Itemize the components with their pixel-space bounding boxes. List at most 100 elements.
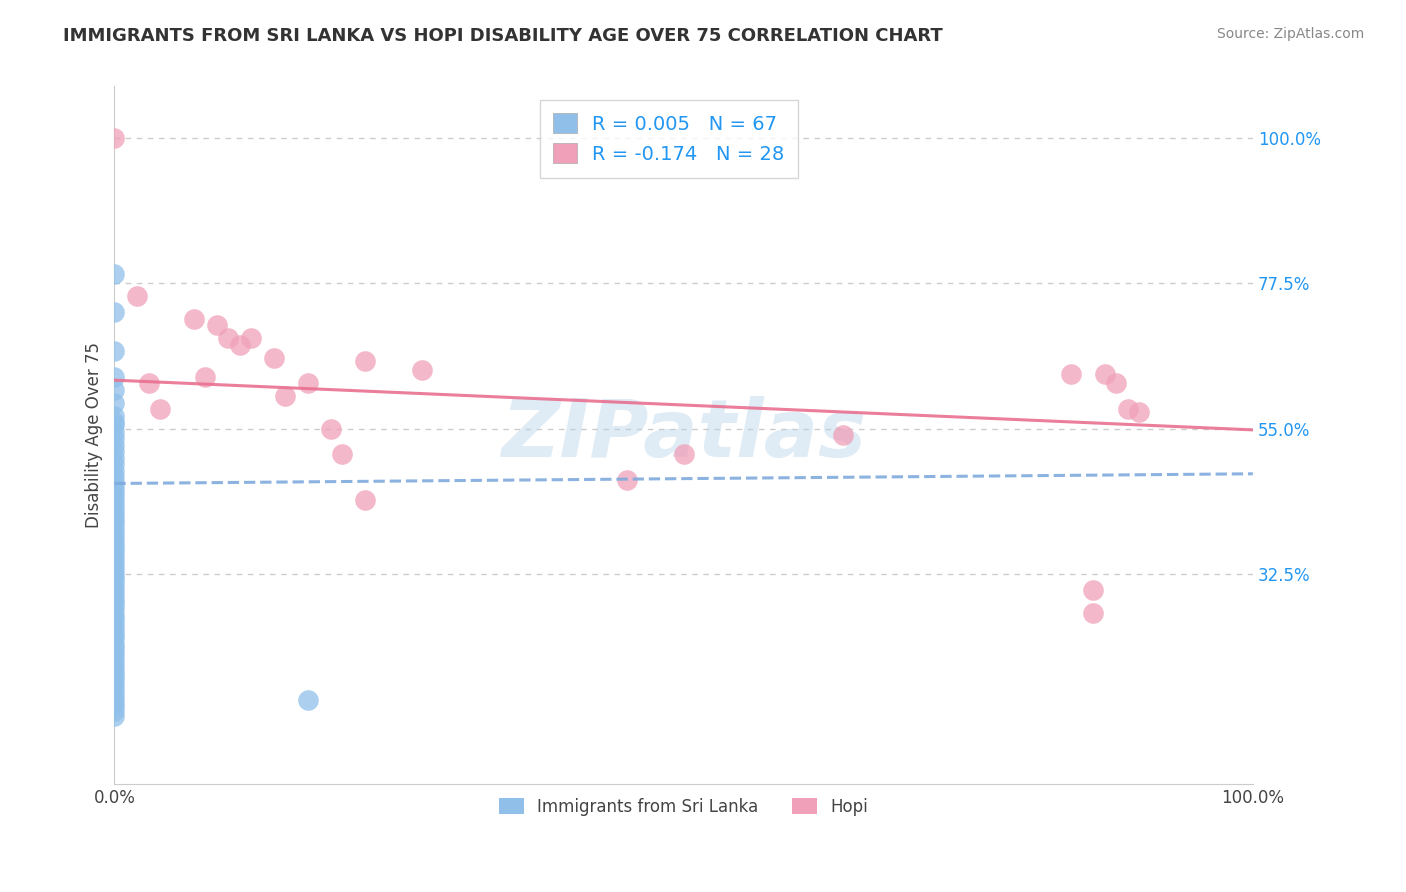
Point (103, 588, 125, 602)
Point (103, 574, 125, 588)
Point (103, 481, 125, 495)
Point (354, 492, 377, 507)
Point (183, 311, 205, 326)
Point (1094, 367, 1116, 381)
Point (103, 540, 125, 554)
Point (103, 501, 125, 516)
Point (103, 617, 125, 632)
Point (616, 473, 638, 487)
Point (103, 554, 125, 568)
Point (103, 515, 125, 529)
Text: Source: ZipAtlas.com: Source: ZipAtlas.com (1216, 27, 1364, 41)
Point (103, 670, 125, 684)
Point (103, 675, 125, 690)
Point (103, 464, 125, 478)
Point (103, 425, 125, 439)
Point (103, 665, 125, 680)
Point (832, 428, 855, 442)
Point (411, 363, 433, 377)
Point (103, 520, 125, 534)
Point (103, 627, 125, 641)
Text: ZIPatlas: ZIPatlas (501, 396, 866, 474)
Point (103, 415, 125, 429)
Point (103, 534, 125, 549)
Point (103, 680, 125, 694)
Point (217, 331, 239, 345)
Point (103, 569, 125, 583)
Point (194, 370, 217, 384)
Point (103, 685, 125, 699)
Point (103, 530, 125, 544)
Point (103, 510, 125, 524)
Point (103, 650, 125, 665)
Point (103, 506, 125, 520)
Point (103, 559, 125, 574)
Point (103, 267, 125, 281)
Point (103, 597, 125, 611)
Point (103, 656, 125, 670)
Point (103, 602, 125, 616)
Point (103, 544, 125, 558)
Y-axis label: Disability Age Over 75: Disability Age Over 75 (86, 342, 103, 528)
Point (103, 690, 125, 704)
Legend: Immigrants from Sri Lanka, Hopi: Immigrants from Sri Lanka, Hopi (491, 789, 876, 824)
Point (103, 549, 125, 564)
Point (103, 131, 125, 145)
Point (103, 305, 125, 319)
Point (228, 337, 250, 351)
Point (103, 709, 125, 723)
Point (103, 418, 125, 433)
Point (1128, 405, 1150, 419)
Point (103, 457, 125, 471)
Point (103, 344, 125, 359)
Point (1060, 367, 1083, 381)
Point (1116, 402, 1139, 417)
Point (297, 376, 319, 391)
Point (103, 370, 125, 384)
Point (103, 496, 125, 510)
Point (103, 438, 125, 452)
Point (1083, 606, 1105, 620)
Point (274, 389, 297, 403)
Point (103, 592, 125, 607)
Point (103, 383, 125, 397)
Point (103, 431, 125, 445)
Point (319, 421, 342, 435)
Point (103, 582, 125, 597)
Point (149, 402, 172, 417)
Point (103, 637, 125, 651)
Point (103, 641, 125, 656)
Point (103, 578, 125, 592)
Point (103, 646, 125, 660)
Point (127, 289, 149, 303)
Point (263, 351, 285, 365)
Point (103, 524, 125, 539)
Point (103, 470, 125, 484)
Point (103, 409, 125, 423)
Point (103, 695, 125, 709)
Point (103, 612, 125, 626)
Point (103, 632, 125, 646)
Point (103, 476, 125, 491)
Point (103, 660, 125, 674)
Point (1083, 582, 1105, 597)
Point (103, 705, 125, 719)
Point (103, 444, 125, 458)
Point (354, 353, 377, 368)
Point (103, 564, 125, 578)
Point (103, 486, 125, 500)
Point (138, 376, 160, 391)
Point (103, 699, 125, 714)
Point (205, 318, 228, 333)
Point (103, 622, 125, 636)
Point (1105, 376, 1128, 391)
Point (103, 607, 125, 622)
Point (103, 491, 125, 506)
Point (330, 447, 353, 461)
Point (672, 447, 695, 461)
Point (103, 450, 125, 465)
Point (103, 396, 125, 410)
Point (240, 331, 263, 345)
Point (297, 693, 319, 707)
Text: IMMIGRANTS FROM SRI LANKA VS HOPI DISABILITY AGE OVER 75 CORRELATION CHART: IMMIGRANTS FROM SRI LANKA VS HOPI DISABI… (63, 27, 943, 45)
